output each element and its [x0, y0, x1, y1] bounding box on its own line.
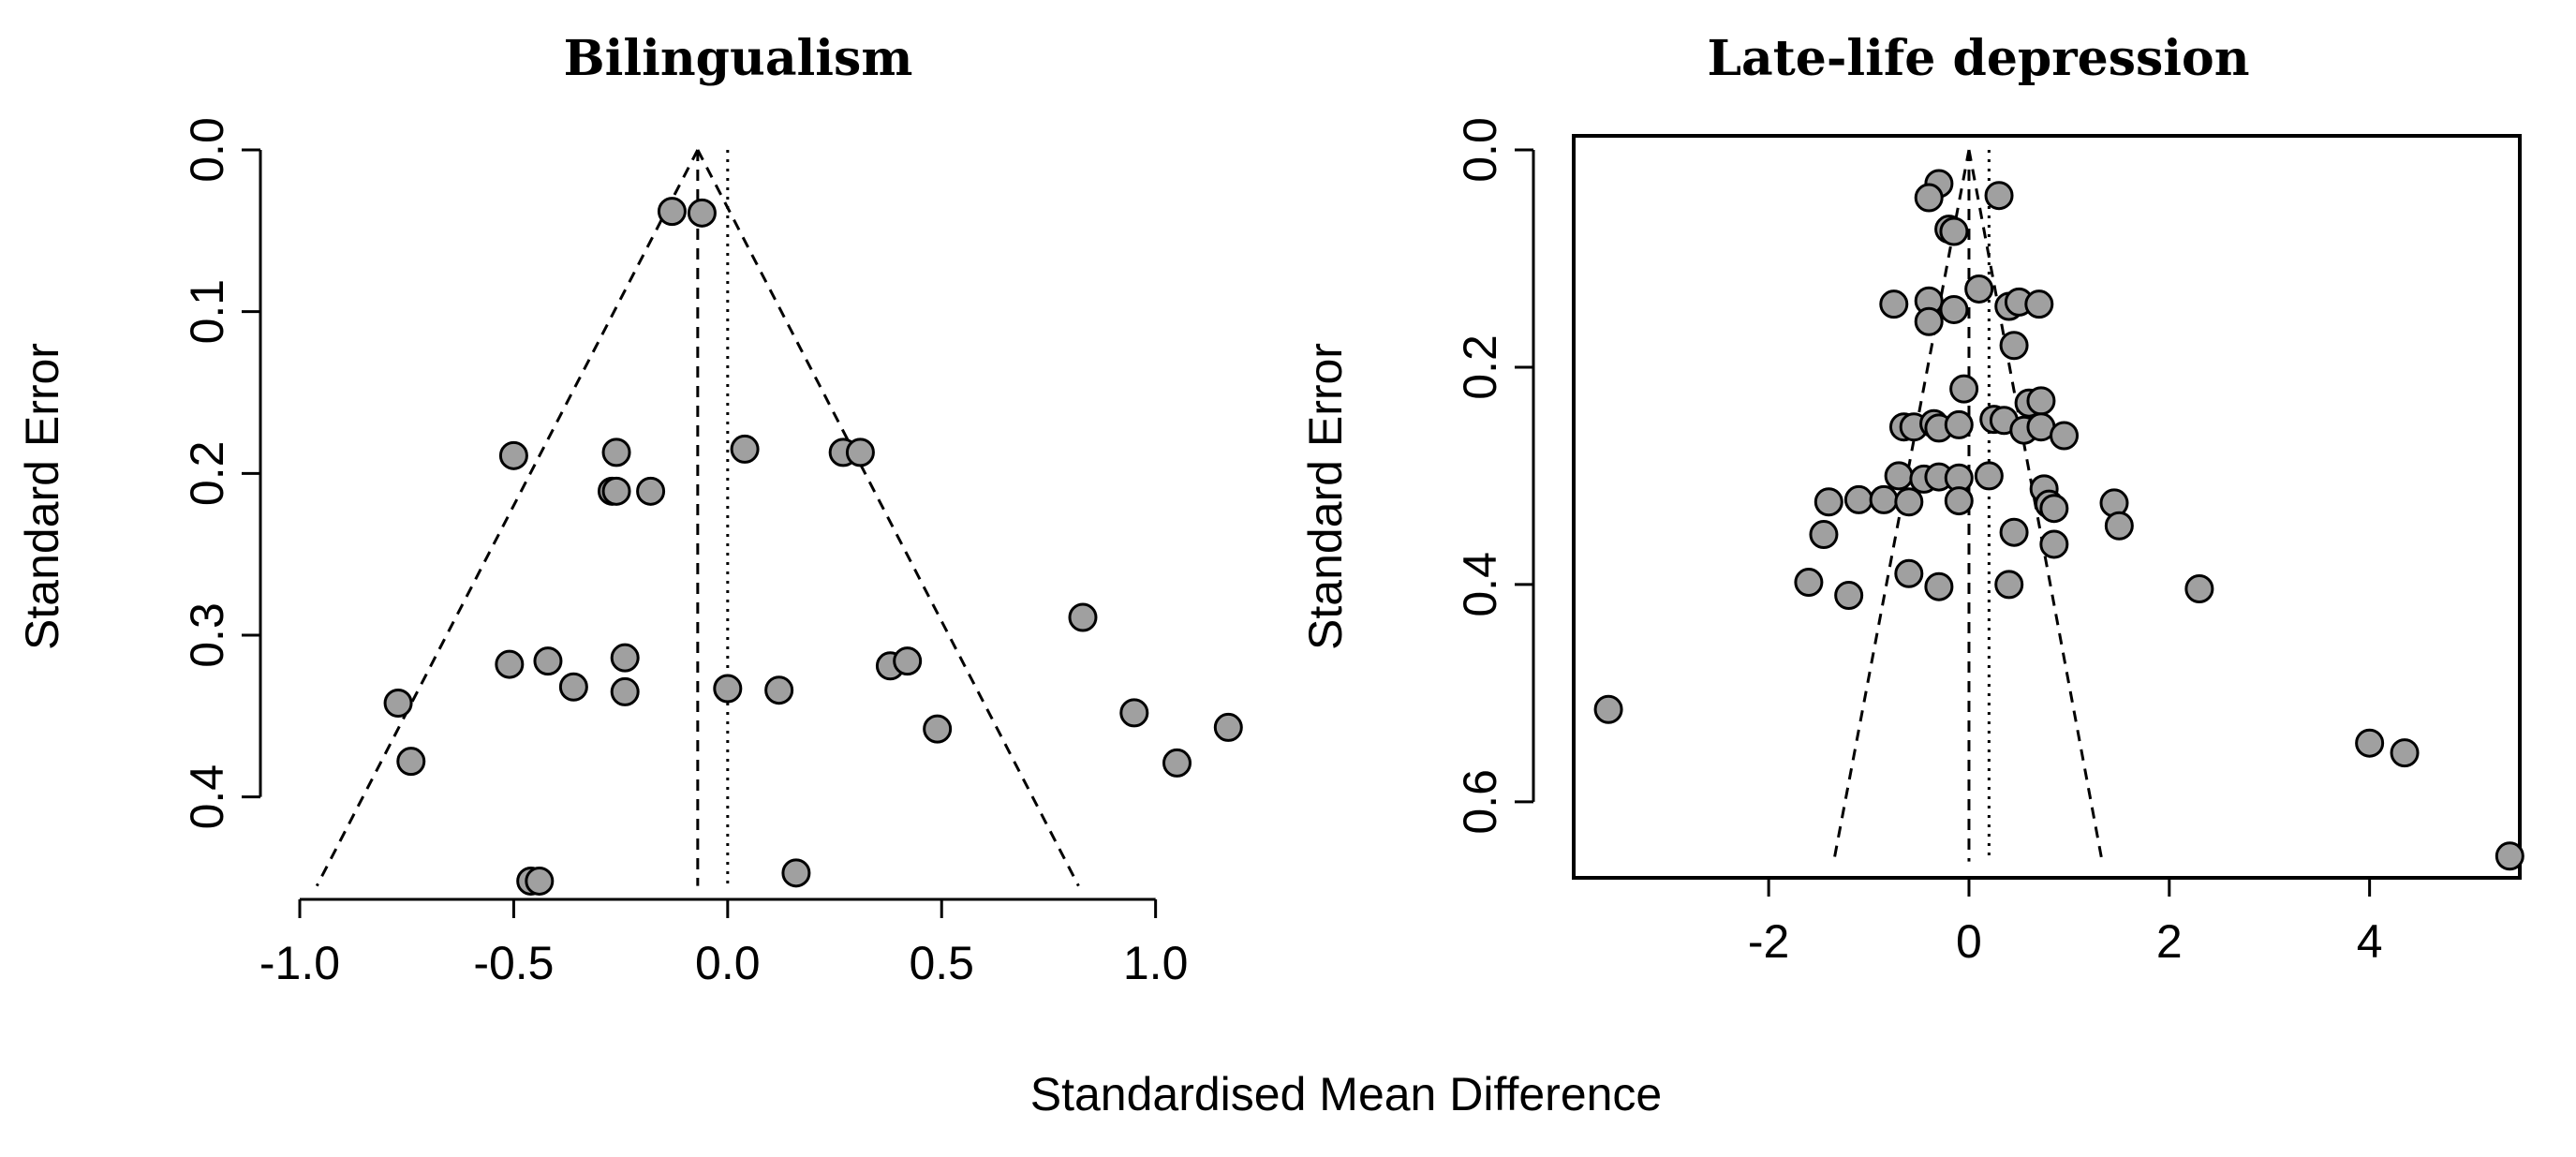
y-axis-label-bilingualism: Standard Error [16, 343, 68, 650]
data-point-late-life-depression-27 [1884, 461, 1914, 491]
data-point-late-life-depression-53 [2390, 738, 2420, 768]
plot-frame-late-life-depression [1572, 134, 2522, 880]
data-point-late-life-depression-34 [1843, 484, 1873, 514]
data-point-bilingualism-23 [1162, 748, 1192, 778]
x-tick-label: 0 [1956, 915, 1982, 968]
y-axis-late-life-depression: 0.0 0.2 0.4 0.6 [1454, 117, 1535, 835]
data-point-late-life-depression-33 [1814, 487, 1843, 517]
data-point-bilingualism-4 [730, 434, 760, 464]
data-point-late-life-depression-39 [2039, 494, 2069, 524]
data-point-late-life-depression-16 [2026, 386, 2056, 416]
y-axis-label-late-life-depression: Standard Error [1299, 343, 1352, 650]
data-point-late-life-depression-40 [1809, 520, 1839, 550]
data-point-bilingualism-10 [1068, 602, 1098, 632]
data-point-late-life-depression-47 [1834, 580, 1864, 610]
x-tick-label: -2 [1748, 915, 1789, 968]
data-point-bilingualism-15 [610, 676, 640, 706]
bilingualism-funnel-plot: Bilingualism Standard Error 0.0 0.1 0.2 0.3… [16, 30, 1243, 989]
data-point-late-life-depression-48 [1924, 571, 1954, 601]
data-point-bilingualism-20 [1119, 698, 1149, 728]
shared-x-axis-label: Standardised Mean Difference [1030, 1068, 1663, 1120]
x-tick-label: 1.0 [1123, 937, 1189, 989]
chart-title-late-life-depression: Late-life depression [1707, 30, 2249, 87]
data-point-late-life-depression-45 [1894, 558, 1924, 588]
data-point-late-life-depression-42 [2039, 529, 2069, 559]
data-point-bilingualism-28 [781, 858, 811, 888]
y-tick-label: 0.0 [1454, 117, 1506, 183]
x-tick-label: 0.5 [909, 937, 974, 989]
data-point-bilingualism-2 [498, 440, 528, 470]
data-point-late-life-depression-11 [2024, 289, 2054, 319]
data-point-bilingualism-13 [610, 643, 640, 673]
y-axis-bilingualism: 0.0 0.1 0.2 0.3 0.4 [181, 117, 262, 830]
x-axis-late-life-depression: -2 0 2 4 [1748, 878, 2383, 968]
data-point-late-life-depression-54 [2495, 841, 2524, 871]
data-point-bilingualism-16 [713, 674, 743, 704]
x-tick-label: -0.5 [473, 937, 554, 989]
data-point-bilingualism-14 [558, 672, 588, 702]
x-tick-label: 4 [2357, 915, 2383, 968]
data-point-bilingualism-24 [383, 689, 413, 719]
data-point-late-life-depression-46 [1794, 568, 1824, 598]
data-point-bilingualism-12 [533, 646, 563, 676]
data-point-late-life-depression-35 [1869, 484, 1899, 514]
data-point-late-life-depression-21 [1944, 409, 1974, 439]
data-point-late-life-depression-5 [1964, 274, 1994, 304]
data-point-bilingualism-27 [525, 866, 555, 896]
y-tick-label: 0.3 [181, 602, 233, 668]
data-point-late-life-depression-12 [1914, 306, 1944, 336]
y-tick-label: 0.1 [181, 279, 233, 345]
data-point-late-life-depression-50 [2184, 574, 2214, 604]
funnel-guides-bilingualism [315, 149, 1080, 887]
data-point-late-life-depression-26 [2050, 421, 2080, 451]
data-point-bilingualism-25 [396, 747, 426, 777]
data-point-bilingualism-1 [687, 198, 717, 228]
y-tick-label: 0.2 [1454, 334, 1506, 400]
data-point-late-life-depression-8 [1939, 294, 1969, 324]
data-point-late-life-depression-1 [1914, 183, 1944, 213]
data-point-bilingualism-8 [601, 476, 631, 506]
y-tick-label: 0.6 [1454, 769, 1506, 835]
data-point-bilingualism-17 [764, 675, 794, 705]
data-point-late-life-depression-13 [1999, 331, 2029, 361]
data-points-bilingualism [383, 197, 1243, 896]
y-tick-label: 0.4 [1454, 552, 1506, 617]
funnel-left-boundary [315, 149, 700, 887]
data-point-bilingualism-22 [923, 714, 953, 744]
y-tick-label: 0.0 [181, 117, 233, 183]
data-point-late-life-depression-44 [2104, 511, 2134, 541]
y-tick-label: 0.2 [181, 441, 233, 507]
data-point-late-life-depression-6 [1879, 289, 1909, 319]
data-point-late-life-depression-37 [1944, 486, 1974, 516]
x-tick-label: 0.0 [695, 937, 761, 989]
x-tick-label: 2 [2156, 915, 2183, 968]
data-point-bilingualism-0 [657, 197, 687, 227]
data-point-bilingualism-11 [495, 649, 525, 679]
data-point-bilingualism-9 [636, 476, 666, 506]
x-tick-label: -1.0 [259, 937, 340, 989]
data-point-late-life-depression-14 [1949, 374, 1979, 404]
funnel-right-boundary [696, 149, 1080, 887]
data-point-late-life-depression-31 [1974, 461, 2004, 491]
data-point-bilingualism-21 [1213, 712, 1243, 742]
data-point-bilingualism-19 [893, 646, 923, 676]
data-point-late-life-depression-2 [1984, 181, 2014, 211]
x-axis-bilingualism: -1.0 -0.5 0.0 0.5 1.0 [259, 897, 1189, 989]
data-point-late-life-depression-36 [1894, 487, 1924, 517]
data-point-late-life-depression-49 [1994, 570, 2024, 600]
chart-title-bilingualism: Bilingualism [564, 30, 913, 87]
y-tick-label: 0.4 [181, 764, 233, 830]
data-point-late-life-depression-52 [2355, 728, 2385, 758]
data-point-late-life-depression-51 [1593, 694, 1623, 724]
data-point-late-life-depression-4 [1939, 216, 1969, 246]
late-life-depression-funnel-plot: Late-life depression Standard Error 0.00… [1299, 30, 2524, 968]
data-point-bilingualism-6 [845, 438, 875, 467]
data-points-late-life-depression [1593, 169, 2524, 871]
data-point-bilingualism-3 [601, 438, 631, 467]
data-point-late-life-depression-41 [1999, 517, 2029, 547]
